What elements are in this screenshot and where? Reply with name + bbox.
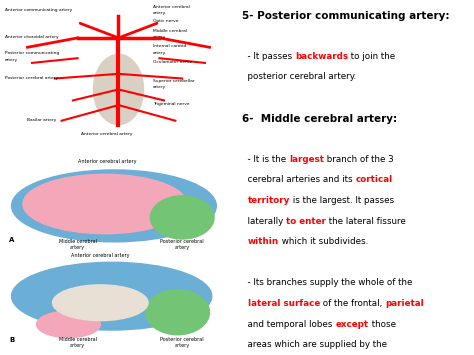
Text: the lateral fissure: the lateral fissure <box>326 217 406 225</box>
Text: within: within <box>248 237 279 246</box>
Text: artery: artery <box>153 35 166 39</box>
Text: and temporal lobes: and temporal lobes <box>242 320 336 328</box>
Text: to join the: to join the <box>348 52 395 61</box>
Text: largest: largest <box>289 155 324 164</box>
Text: - It is the: - It is the <box>242 155 289 164</box>
Text: except: except <box>336 320 369 328</box>
Ellipse shape <box>11 170 216 242</box>
Text: Anterior cerebral artery: Anterior cerebral artery <box>71 253 129 258</box>
Text: cortical: cortical <box>356 175 393 184</box>
Text: Middle cerebral
artery: Middle cerebral artery <box>59 337 97 348</box>
Text: Anterior cerebral artery: Anterior cerebral artery <box>82 132 133 136</box>
Text: Superior cerebellar: Superior cerebellar <box>153 79 194 83</box>
Text: posterior cerebral artery.: posterior cerebral artery. <box>242 72 356 81</box>
Text: to enter: to enter <box>286 217 326 225</box>
Ellipse shape <box>150 196 214 239</box>
Text: Trigeminal nerve: Trigeminal nerve <box>153 102 189 106</box>
Text: Anterior cerebral: Anterior cerebral <box>153 5 190 9</box>
Text: A: A <box>9 237 15 243</box>
Ellipse shape <box>36 311 100 338</box>
Text: cerebral arteries and its: cerebral arteries and its <box>242 175 356 184</box>
Text: territory: territory <box>248 196 290 205</box>
Text: branch of the 3: branch of the 3 <box>324 155 394 164</box>
Text: Anterior choroidal artery: Anterior choroidal artery <box>5 35 58 39</box>
Text: backwards: backwards <box>295 52 348 61</box>
Text: 6-  Middle cerebral artery:: 6- Middle cerebral artery: <box>242 114 397 124</box>
Text: Optic nerve: Optic nerve <box>153 19 178 23</box>
Text: is the largest. It passes: is the largest. It passes <box>290 196 394 205</box>
Text: Internal carotid: Internal carotid <box>153 44 186 48</box>
Text: those: those <box>369 320 395 328</box>
Text: parietal: parietal <box>385 299 424 308</box>
Ellipse shape <box>23 174 187 234</box>
Text: laterally: laterally <box>242 217 286 225</box>
Text: - It passes: - It passes <box>242 52 295 61</box>
Ellipse shape <box>146 290 210 335</box>
Text: artery: artery <box>153 85 166 89</box>
Text: Anterior communicating artery: Anterior communicating artery <box>5 9 72 12</box>
Text: Basilar artery: Basilar artery <box>27 118 57 122</box>
Ellipse shape <box>11 262 212 330</box>
Text: B: B <box>9 337 15 343</box>
Text: Middle cerebral
artery: Middle cerebral artery <box>59 239 97 250</box>
Text: Middle cerebral: Middle cerebral <box>153 29 187 33</box>
Text: Anterior cerebral artery: Anterior cerebral artery <box>78 159 137 164</box>
Text: of the frontal,: of the frontal, <box>320 299 385 308</box>
Text: Posterior cerebral artery: Posterior cerebral artery <box>5 76 58 80</box>
Text: artery: artery <box>5 58 18 62</box>
Ellipse shape <box>93 54 144 125</box>
Text: which it subdivides.: which it subdivides. <box>279 237 368 246</box>
Text: areas which are supplied by the: areas which are supplied by the <box>242 340 387 349</box>
Text: - Its branches supply the whole of the: - Its branches supply the whole of the <box>242 278 413 287</box>
Text: Posterior communicating: Posterior communicating <box>5 50 59 55</box>
Text: artery: artery <box>153 11 166 16</box>
Text: Posterior cerebral
artery: Posterior cerebral artery <box>160 239 204 250</box>
Text: lateral surface: lateral surface <box>248 299 320 308</box>
Text: Posterior cerebral
artery: Posterior cerebral artery <box>160 337 204 348</box>
Text: 5- Posterior communicating artery:: 5- Posterior communicating artery: <box>242 11 450 21</box>
Ellipse shape <box>53 285 148 321</box>
Text: artery: artery <box>153 50 166 55</box>
Text: Oculomotor nerve: Oculomotor nerve <box>153 60 192 64</box>
